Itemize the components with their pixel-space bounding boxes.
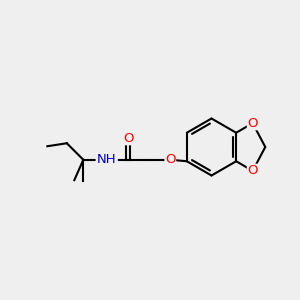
Text: O: O [248,164,258,177]
Text: NH: NH [97,153,116,166]
Text: O: O [165,153,175,166]
Text: O: O [123,132,134,145]
Text: O: O [248,117,258,130]
